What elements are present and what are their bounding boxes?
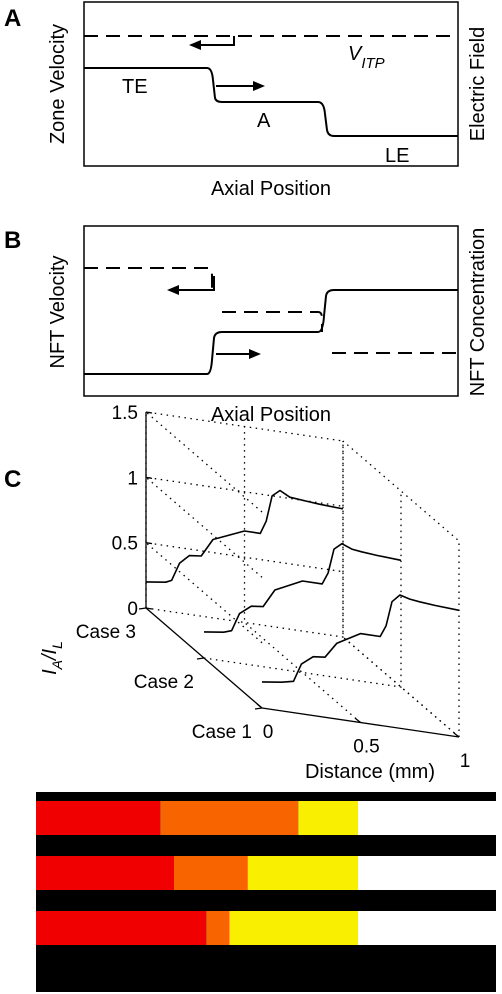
grid-right-front-edge <box>342 440 460 737</box>
x-tick-0 <box>256 703 263 709</box>
panel-a-label: A <box>4 5 21 32</box>
series-line-case-1 <box>145 489 344 583</box>
grid-line-case-1 <box>145 441 344 638</box>
case-tick-label-1: Case 2 <box>134 672 194 693</box>
panel-a-frame <box>83 1 459 167</box>
strip-1-zone-orange <box>160 801 299 835</box>
panel-a-velocity-line <box>84 67 458 137</box>
grid-line-case-0 <box>203 491 402 688</box>
image-strips <box>36 792 496 992</box>
panel-a-ylabel-left: Zone Velocity <box>47 24 69 144</box>
case-tick-1 <box>196 657 205 660</box>
vitp-label: VITP <box>348 43 385 72</box>
z-tick-1 <box>145 542 153 545</box>
panel-c-series <box>145 489 460 683</box>
strip-2-zone-white <box>358 856 496 890</box>
z-tick-3 <box>145 411 153 414</box>
panel-b-concentration-dashed-line <box>84 267 458 354</box>
z-tick-2 <box>145 476 153 479</box>
panel-c-label: C <box>4 466 21 493</box>
panel-b-right-arrow <box>216 349 261 359</box>
case-tick-label-2: Case 1 <box>192 722 252 743</box>
zone-label-a: A <box>257 110 271 132</box>
strip-3-zone-red <box>36 911 207 945</box>
strip-3-zone-yellow <box>229 911 358 945</box>
x-tick-label-1: 0.5 <box>353 737 379 758</box>
panel-a-left-arrow <box>189 36 235 50</box>
series-line-case-3 <box>261 594 460 683</box>
strip-2-zone-yellow <box>247 856 358 890</box>
strip-1-zone-white <box>358 801 496 835</box>
panel-b-velocity-line <box>84 289 458 375</box>
panel-b-label: B <box>4 227 21 254</box>
z-tick-label-1: 0.5 <box>112 534 138 555</box>
z-tick-label-0: 0 <box>127 599 138 620</box>
grid-line-x-1 <box>342 441 460 738</box>
panel-a-ylabel-right: Electric Field <box>467 27 489 141</box>
x-tick-label-2: 1 <box>460 751 471 772</box>
zone-label-te: TE <box>122 76 148 98</box>
panel-b-left-arrow <box>167 276 215 295</box>
strip-3-zone-white <box>358 911 496 945</box>
z-tick-0 <box>145 607 153 610</box>
strip-1-zone-red <box>36 801 161 835</box>
panel-b-xlabel: Axial Position <box>211 404 331 426</box>
case-tick-0 <box>138 607 147 610</box>
panel-c-ticks: 0 0.5 1 1.5 0 0.5 1 Case 3 Case 2 Case 1 <box>76 403 470 772</box>
panel-a-right-arrow <box>216 81 265 91</box>
panel-b: B NFT Velocity NFT Concentration Axial P… <box>4 225 489 426</box>
z-tick-label-2: 1 <box>127 468 138 489</box>
case-tick-2 <box>254 707 263 710</box>
panel-b-frame <box>83 225 459 397</box>
panel-a: A TE A LE VITP Zone Velocity Electric Fi… <box>4 1 489 200</box>
panel-b-ylabel-right: NFT Concentration <box>467 228 489 397</box>
panel-c-xlabel: Distance (mm) <box>305 761 435 783</box>
panel-a-xlabel: Axial Position <box>211 178 331 200</box>
strip-2-zone-red <box>36 856 174 890</box>
strip-2-zone-orange <box>174 856 248 890</box>
strip-1-zone-yellow <box>298 801 358 835</box>
case-tick-label-0: Case 3 <box>76 622 136 643</box>
strip-3-zone-orange <box>206 911 230 945</box>
x-tick-label-0: 0 <box>263 722 274 743</box>
x-tick-2 <box>453 732 460 738</box>
x-tick-1 <box>355 717 361 724</box>
panel-b-ylabel-left: NFT Velocity <box>47 256 69 369</box>
zone-label-le: LE <box>385 145 409 167</box>
series-line-case-2 <box>203 542 402 633</box>
z-tick-label-3: 1.5 <box>112 403 138 424</box>
panel-c-zlabel: IA/IL <box>39 641 65 675</box>
grid-line-z-0 <box>143 541 344 644</box>
